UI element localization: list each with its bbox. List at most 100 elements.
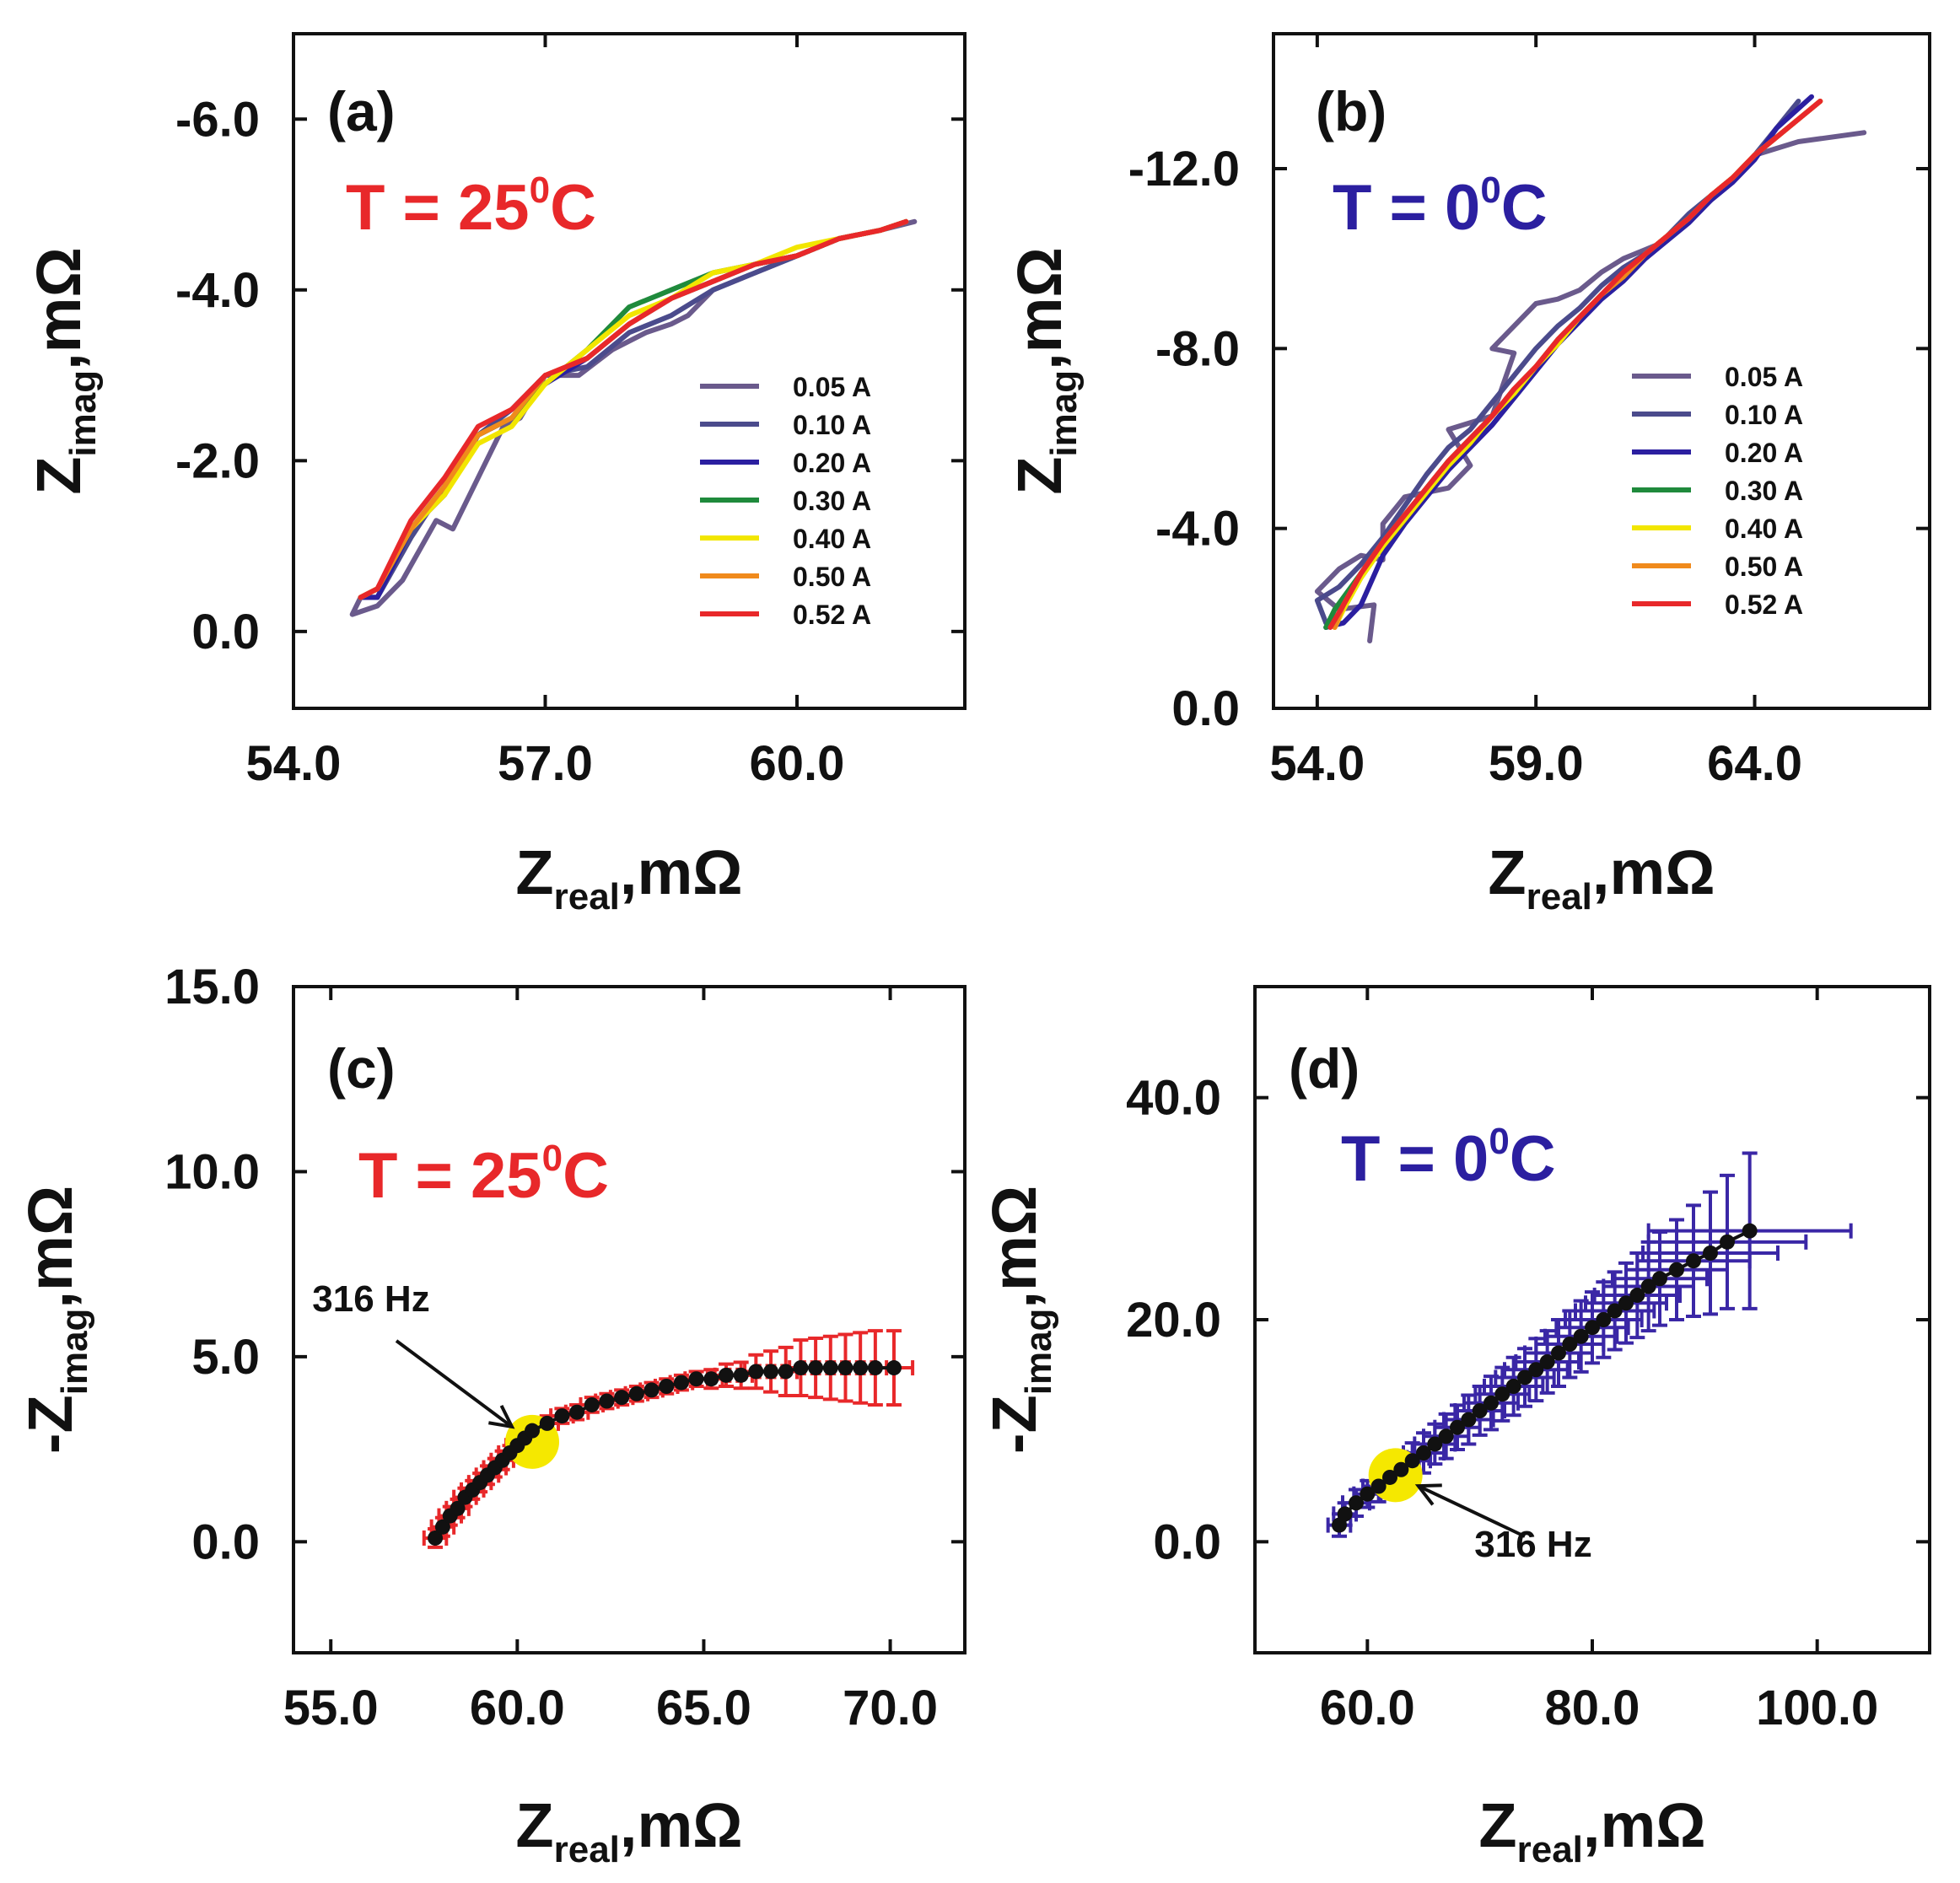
data-point (525, 1423, 541, 1439)
y-axis-label-main: -Z (15, 1395, 85, 1454)
data-point (1494, 1386, 1510, 1402)
data-point (434, 1519, 450, 1535)
x-tick-label: 57.0 (498, 736, 593, 791)
legend-label: 0.20 A (793, 448, 871, 478)
panel-b: 54.0 59.0 64.0 0.0 -4.0 -8.0 -12.0 (b) T = 00C Zr… (1004, 32, 1931, 917)
data-point (1629, 1288, 1645, 1304)
data-point (1450, 1419, 1465, 1435)
data-point (599, 1393, 615, 1409)
data-point (688, 1371, 704, 1387)
x-tick-label: 55.0 (283, 1681, 379, 1735)
annotation-superscript: 0 (542, 1138, 563, 1179)
x-axis-label-main: Z (515, 837, 553, 907)
data-point (1703, 1245, 1718, 1261)
data-point (1720, 1234, 1735, 1250)
x-axis-label-main: Z (1478, 1790, 1516, 1860)
data-point (1573, 1328, 1589, 1344)
panel-label: (b) (1316, 80, 1387, 143)
x-axis-label-unit: ,mΩ (620, 837, 743, 907)
y-tick-label: 0.0 (1171, 681, 1240, 736)
legend-label: 0.05 A (1725, 362, 1803, 392)
x-tick-label: 59.0 (1489, 736, 1584, 791)
panel-a: 54.0 57.0 60.0 0.0 -2.0 -4.0 -6.0 (a) T = 250C Zr… (24, 32, 967, 917)
plot-frame (292, 32, 967, 710)
panel-c: 55.0 60.0 65.0 70.0 0.0 5.0 10.0 15.0 (c) T = 250… (15, 960, 967, 1870)
data-point (703, 1371, 719, 1387)
series-line-052A (358, 218, 909, 600)
legend: 0.05 A 0.10 A 0.20 A 0.30 A 0.40 A 0.50 A 0.52… (1632, 362, 1803, 620)
series-line-052A (1327, 99, 1823, 630)
annotation-suffix: C (550, 172, 596, 244)
data-point (539, 1415, 555, 1431)
temperature-annotation: T = 250C (346, 169, 596, 244)
data-point (793, 1360, 809, 1376)
data-point (763, 1364, 779, 1380)
data-point (673, 1375, 689, 1391)
data-point (748, 1364, 764, 1380)
x-tick-label: 54.0 (1269, 736, 1365, 791)
data-point (822, 1360, 838, 1376)
data-point (1618, 1295, 1634, 1311)
legend-label: 0.40 A (793, 524, 871, 554)
data-point (628, 1385, 644, 1401)
data-point (614, 1390, 630, 1406)
x-tick-label: 80.0 (1545, 1681, 1640, 1735)
y-axis-label-main: -Z (979, 1395, 1049, 1454)
annotation-suffix: C (563, 1140, 609, 1212)
plot-area (1314, 94, 1867, 643)
data-point (1360, 1486, 1376, 1502)
plot-area (422, 1329, 915, 1549)
x-tick-label: 54.0 (246, 736, 342, 791)
data-point (1427, 1436, 1443, 1452)
data-point (1472, 1402, 1488, 1418)
data-point (428, 1530, 444, 1546)
y-tick-label: -4.0 (1155, 502, 1240, 557)
y-tick-label: 15.0 (164, 960, 260, 1014)
plot-area (349, 218, 918, 617)
y-axis-label-unit: ,mΩ (979, 1186, 1049, 1309)
panel-label: (c) (327, 1037, 396, 1100)
data-point (1562, 1336, 1578, 1352)
data-point (808, 1360, 824, 1376)
legend-label: 0.50 A (1725, 551, 1803, 582)
highlight-label: 316 Hz (1474, 1524, 1591, 1565)
highlight-label: 316 Hz (312, 1278, 429, 1320)
y-axis-label-sub: imag (62, 370, 104, 457)
data-point (1596, 1312, 1612, 1327)
legend: 0.05 A 0.10 A 0.20 A 0.30 A 0.40 A 0.50 A 0.52… (700, 372, 871, 630)
legend-label: 0.05 A (793, 372, 871, 402)
data-point (1382, 1469, 1397, 1485)
y-axis-label-unit: ,mΩ (15, 1186, 85, 1309)
x-tick-label: 65.0 (656, 1681, 751, 1735)
x-tick-label: 60.0 (1320, 1681, 1415, 1735)
legend-label: 0.52 A (1725, 589, 1803, 620)
annotation-suffix: C (1510, 1123, 1556, 1195)
data-point (569, 1404, 585, 1420)
x-axis-label-sub: real (554, 1829, 620, 1870)
x-axis-label-sub: real (1517, 1829, 1583, 1870)
highlight-arrowhead (488, 1404, 515, 1429)
data-point (1505, 1379, 1521, 1394)
data-point (1393, 1461, 1409, 1477)
x-axis-label: Zreal,mΩ (1488, 837, 1715, 917)
plot-frame (292, 985, 967, 1654)
y-tick-label: 20.0 (1126, 1293, 1221, 1348)
data-point (1585, 1320, 1600, 1336)
annotation-superscript: 0 (1480, 169, 1500, 211)
data-point (1669, 1262, 1684, 1278)
annotation-text: T = 25 (358, 1140, 542, 1212)
annotation-text: T = 0 (1333, 172, 1480, 244)
legend-label: 0.20 A (1725, 438, 1803, 468)
x-axis-label: Zreal,mΩ (1478, 1790, 1705, 1870)
data-point (1742, 1223, 1758, 1239)
temperature-annotation: T = 00C (1341, 1121, 1556, 1195)
y-tick-label: 40.0 (1126, 1071, 1221, 1126)
panel-d: 60.0 80.0 100.0 0.0 20.0 40.0 (d) T = 00C Zreal,… (979, 985, 1931, 1870)
data-point (718, 1367, 734, 1383)
annotation-superscript: 0 (530, 169, 550, 211)
x-tick-label: 100.0 (1756, 1681, 1878, 1735)
highlight-arrow (395, 1339, 514, 1428)
y-tick-label: -4.0 (175, 263, 260, 318)
